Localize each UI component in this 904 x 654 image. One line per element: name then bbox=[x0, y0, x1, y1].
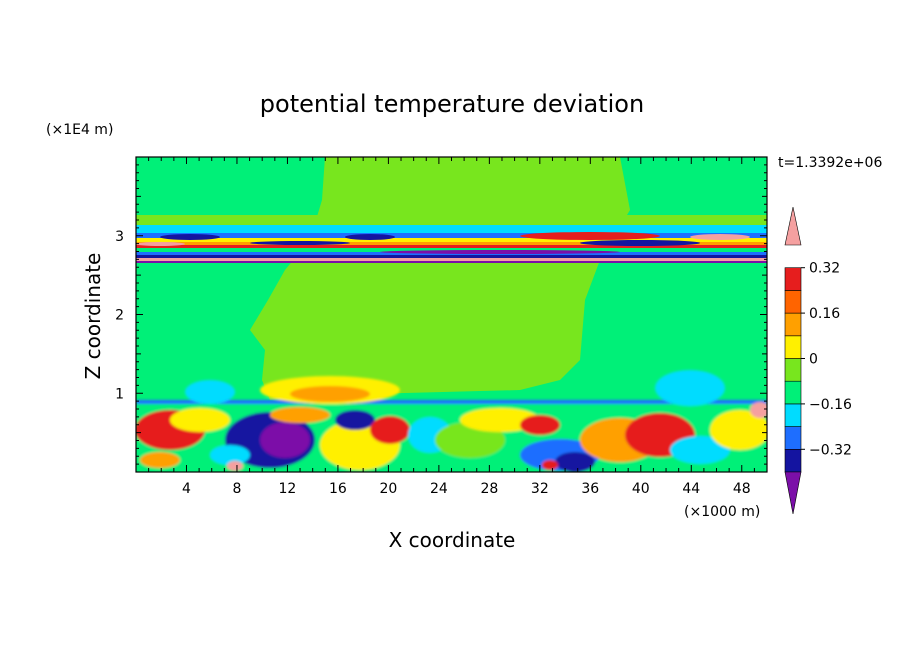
colorbar-tick-label: 0 bbox=[809, 352, 818, 368]
colorbar-segment bbox=[784, 290, 802, 314]
x-axis-label: X coordinate bbox=[389, 528, 516, 552]
x-tick-label: 44 bbox=[682, 481, 700, 497]
colorbar-segment bbox=[784, 380, 802, 405]
x-tick-label: 8 bbox=[232, 481, 241, 497]
colorbar-tick-label: 0.16 bbox=[809, 306, 840, 322]
colorbar-segment bbox=[784, 426, 802, 450]
x-tick-label: 20 bbox=[379, 481, 397, 497]
y-tick-label: 3 bbox=[115, 229, 124, 245]
colorbar-tick-label: 0.32 bbox=[809, 261, 840, 277]
x-tick-label: 28 bbox=[480, 481, 498, 497]
colorbar-segment bbox=[784, 403, 802, 427]
x-tick-label: 36 bbox=[581, 481, 599, 497]
chart-title: potential temperature deviation bbox=[260, 90, 644, 118]
x-tick-label: 40 bbox=[632, 481, 650, 497]
colorbar-extend-low bbox=[784, 471, 802, 515]
x-tick-label: 4 bbox=[182, 481, 191, 497]
upper-band bbox=[136, 215, 767, 263]
colorbar-segment bbox=[784, 335, 802, 359]
x-tick-label: 16 bbox=[329, 481, 347, 497]
colorbar-segment bbox=[784, 448, 802, 473]
colorbar: 0.32 0.16 0 −0.16 −0.32 bbox=[784, 206, 852, 515]
colorbar-segment bbox=[784, 312, 802, 337]
x-tick-label: 24 bbox=[430, 481, 448, 497]
x-unit-label: (×1000 m) bbox=[684, 504, 760, 520]
y-axis: 1 2 3 bbox=[115, 164, 767, 465]
colorbar-tick-label: −0.32 bbox=[809, 442, 852, 458]
y-axis-label: Z coordinate bbox=[81, 253, 105, 380]
x-tick-label: 12 bbox=[279, 481, 297, 497]
y-tick-label: 1 bbox=[115, 386, 124, 402]
y-unit-label: (×1E4 m) bbox=[46, 122, 113, 138]
time-label: t=1.3392e+06 bbox=[778, 155, 882, 171]
x-tick-label: 48 bbox=[733, 481, 751, 497]
colorbar-segment bbox=[784, 267, 802, 291]
x-tick-label: 32 bbox=[531, 481, 549, 497]
lower-layer bbox=[136, 370, 767, 472]
contour-field bbox=[136, 157, 767, 472]
colorbar-tick-label: −0.16 bbox=[809, 397, 852, 413]
y-tick-label: 2 bbox=[115, 308, 124, 324]
x-axis: 4 8 12 16 20 24 28 32 36 40 44 48 bbox=[148, 157, 755, 497]
colorbar-segment bbox=[784, 358, 802, 382]
colorbar-extend-high bbox=[784, 206, 802, 246]
